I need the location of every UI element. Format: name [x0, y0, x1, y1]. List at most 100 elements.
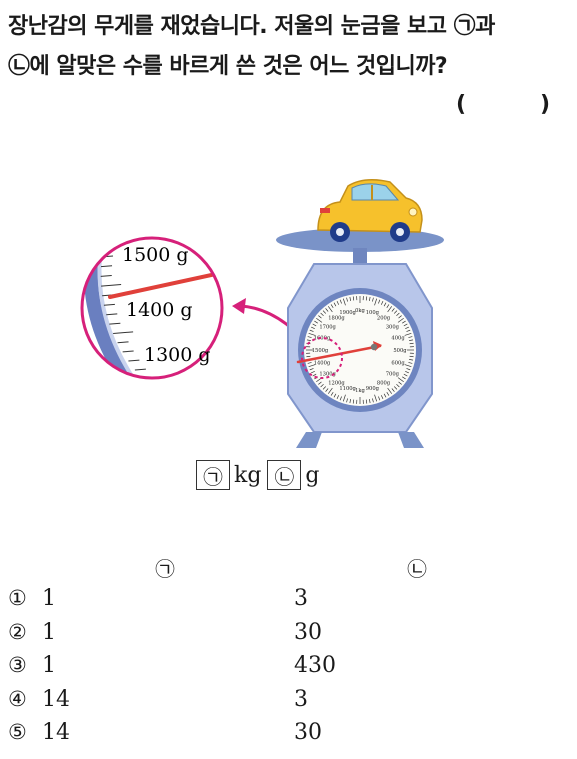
dial-tick	[408, 362, 413, 364]
choice-number: ④	[8, 686, 27, 711]
zoom-tick	[106, 313, 118, 316]
dial-tick	[346, 398, 348, 403]
dial-tick	[310, 370, 315, 374]
dial-label: 300g	[386, 324, 400, 330]
dial-tick	[397, 317, 404, 323]
dial-tick	[306, 355, 311, 358]
dial-tick	[342, 394, 346, 402]
choice-value-b: 30	[294, 619, 322, 645]
choice-number: ②	[8, 619, 27, 644]
zoom-label-1300: 1300 g	[144, 344, 211, 366]
dial-tick	[393, 310, 398, 314]
dial-tick	[309, 368, 314, 371]
dial-tick	[312, 323, 317, 327]
dial-needle	[296, 344, 382, 364]
dial-tick	[406, 368, 411, 371]
dial-label: 1600g	[314, 336, 331, 342]
dial-label: 1300g	[319, 372, 336, 378]
column-header-b: ㉡	[407, 557, 427, 581]
choice-value-b: 30	[294, 720, 322, 745]
zoom-tick	[101, 265, 113, 268]
dial-tick	[316, 317, 323, 323]
dial-tick	[374, 394, 378, 402]
dial-tick	[318, 381, 322, 385]
dial-label: 1700g	[319, 324, 336, 330]
dial-tick	[396, 383, 400, 388]
dial-tick	[383, 302, 387, 307]
choice-value-a: 14	[42, 686, 70, 712]
dial-tick	[339, 396, 342, 401]
zoom-tick	[106, 235, 126, 237]
dial-tick	[325, 308, 329, 312]
zoom-tick	[117, 341, 129, 344]
dial-tick	[309, 329, 314, 332]
zoom-tick	[100, 275, 112, 277]
dial-tick	[314, 320, 318, 324]
dial-tick	[393, 386, 398, 390]
dial-label: 0kg	[355, 308, 365, 314]
dial-tick	[322, 386, 327, 390]
choice-value-b: 3	[294, 586, 308, 611]
unit-g: g	[305, 462, 320, 488]
dial-label: 1kg	[355, 388, 365, 394]
choice-value-b: 430	[294, 653, 336, 678]
dial-tick	[372, 398, 374, 403]
toy-car	[317, 179, 423, 242]
dial-tick	[312, 373, 317, 377]
dial-tick	[405, 326, 410, 330]
dial-label: 800g	[377, 380, 391, 386]
dial-tick	[408, 336, 413, 338]
dial-tick	[365, 296, 368, 301]
dial-tick	[402, 376, 406, 380]
dial-label: 600g	[391, 360, 405, 366]
dial-tick	[320, 383, 324, 388]
dial-tick	[322, 310, 327, 314]
answer-format: ㉠ kg ㉡ g	[196, 458, 326, 492]
dial-tick	[391, 388, 395, 392]
zoom-tick	[103, 245, 115, 248]
choice-value-b: 3	[294, 686, 308, 712]
dial-tick	[409, 342, 414, 345]
zoom-needle	[108, 270, 222, 299]
zoom-label-1400: 1400 g	[126, 299, 193, 321]
dial-tick	[352, 296, 355, 301]
dial-tick	[380, 300, 384, 305]
choice-value-a: 1	[42, 619, 56, 645]
dial-tick	[306, 339, 311, 341]
dial-tick	[403, 323, 408, 327]
zoom-tick	[101, 284, 122, 287]
dial-label: 100g	[366, 310, 380, 316]
zoom-tick	[103, 303, 115, 306]
dial-label: 500g	[393, 348, 407, 354]
dial-tick	[404, 332, 412, 336]
dial-label: 200g	[377, 316, 391, 322]
dial-tick	[349, 296, 351, 301]
dial-tick	[404, 364, 412, 368]
dial-tick	[327, 306, 333, 313]
dial-tick	[398, 315, 402, 319]
dial-tick	[349, 399, 351, 404]
dial-tick	[402, 320, 406, 324]
dial-tick	[330, 304, 334, 308]
dial-tick	[374, 298, 378, 306]
choice-value-a: 1	[42, 653, 56, 678]
choice-number: ①	[8, 586, 27, 610]
dial-tick	[307, 362, 312, 364]
dial-label: 1500g	[312, 348, 329, 354]
zoom-tick	[122, 350, 134, 353]
dial-tick	[398, 381, 402, 385]
blank-box-b: ㉡	[267, 460, 302, 490]
magnified-view: 1500 g 1400 g 1300 g	[80, 235, 224, 380]
dial-tick	[409, 355, 414, 358]
dial-tick	[318, 315, 322, 319]
dial-tick	[397, 377, 404, 383]
dial-tick	[320, 312, 324, 317]
dial-tick	[409, 339, 414, 341]
dial-tick	[372, 297, 374, 302]
zoom-tick	[113, 331, 134, 334]
zoom-tick	[134, 368, 146, 371]
dial-label: 1200g	[328, 380, 345, 386]
dial-tick	[396, 312, 400, 317]
zoom-tick	[109, 322, 121, 325]
dial-tick	[352, 399, 355, 404]
